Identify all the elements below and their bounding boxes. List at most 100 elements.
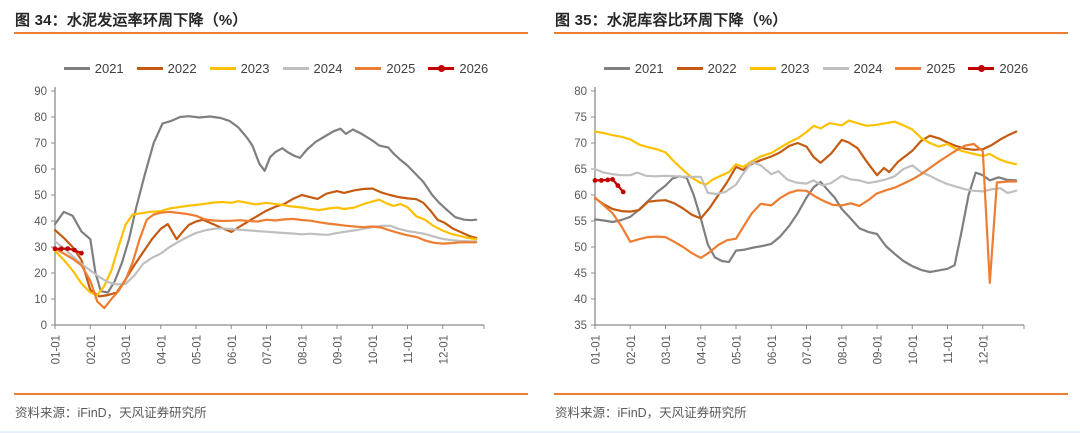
y-tick-label: 40 xyxy=(34,216,47,228)
x-tick-label: 07-01 xyxy=(802,335,814,364)
chart-panel-dispatch-rate: 图 34：水泥发运率环周下降（%） 2021 2022 2023 2024 2025 20… xyxy=(14,12,532,420)
y-tick-label: 75 xyxy=(574,112,587,124)
x-tick-label: 01-01 xyxy=(51,335,63,364)
source-note: 资料来源：iFinD，天风证券研究所 xyxy=(15,406,207,420)
series-line-2025 xyxy=(593,142,1018,284)
y-tick-label: 50 xyxy=(34,190,47,202)
page-bottom-edge xyxy=(0,431,1080,433)
legend-swatch-icon xyxy=(63,67,90,70)
y-tick-label: 55 xyxy=(574,216,587,228)
series-marker-2026 xyxy=(65,246,71,252)
x-tick-label: 09-01 xyxy=(873,335,885,364)
x-tick-label: 04-01 xyxy=(156,335,168,364)
series-line-2022 xyxy=(53,187,478,298)
series-marker-2026 xyxy=(58,246,64,252)
x-tick-label: 08-01 xyxy=(297,335,309,364)
y-tick-label: 60 xyxy=(574,190,587,202)
y-tick-label: 60 xyxy=(34,164,47,176)
y-tick-label: 10 xyxy=(34,294,47,306)
y-tick-label: 80 xyxy=(34,112,47,124)
x-tick-label: 01-01 xyxy=(591,335,603,364)
chart-panel-storage-ratio: 图 35：水泥库容比环周下降（%） 2021 2022 2023 2024 2025 20… xyxy=(540,0,1080,433)
chart-title: 图 35：水泥库容比环周下降（%） xyxy=(555,12,788,29)
legend-item-2026: 2026 xyxy=(428,61,488,76)
series-marker-2026 xyxy=(605,177,611,183)
series-marker-2026 xyxy=(615,183,621,188)
legend-swatch-icon xyxy=(603,67,630,70)
x-tick-label: 07-01 xyxy=(262,335,274,364)
x-tick-label: 12-01 xyxy=(978,335,990,364)
legend-swatch-icon xyxy=(209,67,236,70)
legend-swatch-icon xyxy=(136,67,163,70)
legend-swatch-icon xyxy=(895,67,922,70)
source-note: 资料来源：iFinD，天风证券研究所 xyxy=(555,406,747,420)
x-tick-label: 06-01 xyxy=(227,335,239,364)
legend-label: 2022 xyxy=(707,61,737,76)
legend-swatch-icon xyxy=(282,67,309,70)
series-line-2024 xyxy=(593,161,1018,196)
y-tick-label: 40 xyxy=(574,294,587,306)
x-tick-label: 05-01 xyxy=(192,335,204,364)
legend-label: 2021 xyxy=(94,61,124,76)
x-tick-label: 05-01 xyxy=(732,335,744,364)
y-tick-label: 70 xyxy=(574,138,587,150)
series-line-2024 xyxy=(53,224,478,286)
x-tick-label: 10-01 xyxy=(368,335,380,364)
legend-swatch-icon xyxy=(749,67,776,70)
legend-swatch-icon xyxy=(968,65,995,72)
series-marker-2026 xyxy=(52,246,58,252)
legend-item-2021: 2021 xyxy=(63,61,124,76)
series-line-2025 xyxy=(53,210,478,310)
legend-item-2024: 2024 xyxy=(822,61,883,76)
legend-item-2022: 2022 xyxy=(676,61,737,76)
x-tick-label: 06-01 xyxy=(767,335,779,364)
series-line-2021 xyxy=(593,171,1018,274)
chart-legend: 2021 2022 2023 2024 2025 2026 xyxy=(20,61,532,76)
series-marker-2026 xyxy=(610,177,615,182)
legend-marker-dot-icon xyxy=(978,65,986,72)
x-tick-label: 11-01 xyxy=(403,335,415,364)
legend-swatch-icon xyxy=(428,65,455,72)
series-marker-2026 xyxy=(620,189,626,195)
x-tick-label: 03-01 xyxy=(121,335,133,364)
x-tick-label: 02-01 xyxy=(86,335,98,364)
legend-item-2025: 2025 xyxy=(895,61,955,76)
legend-label: 2026 xyxy=(999,61,1029,76)
series-line-2022 xyxy=(593,130,1018,220)
series-marker-2026 xyxy=(598,178,604,183)
legend-item-2025: 2025 xyxy=(355,61,415,76)
series-line-2021 xyxy=(53,115,478,294)
y-tick-label: 20 xyxy=(34,268,47,280)
x-tick-label: 04-01 xyxy=(696,335,708,364)
y-tick-label: 70 xyxy=(34,138,47,150)
legend-swatch-icon xyxy=(676,67,703,70)
source-divider xyxy=(14,393,528,395)
legend-label: 2021 xyxy=(634,61,664,76)
chart-title: 图 34：水泥发运率环周下降（%） xyxy=(15,12,248,29)
x-tick-label: 02-01 xyxy=(626,335,638,364)
legend-label: 2024 xyxy=(313,61,343,76)
title-underline xyxy=(554,32,1068,34)
y-tick-label: 0 xyxy=(41,320,47,332)
legend-label: 2023 xyxy=(780,61,810,76)
legend-label: 2025 xyxy=(386,61,416,76)
x-tick-label: 11-01 xyxy=(943,335,955,364)
y-tick-label: 35 xyxy=(574,320,587,332)
y-tick-label: 65 xyxy=(574,164,587,176)
x-tick-label: 12-01 xyxy=(438,335,450,364)
x-tick-label: 09-01 xyxy=(333,335,345,364)
x-tick-label: 08-01 xyxy=(837,335,849,364)
legend-item-2023: 2023 xyxy=(209,61,270,76)
y-tick-label: 30 xyxy=(34,242,47,254)
series-marker-2026 xyxy=(79,250,84,256)
x-tick-label: 03-01 xyxy=(661,335,673,364)
source-divider xyxy=(554,393,1068,395)
legend-label: 2022 xyxy=(167,61,197,76)
series-line-2023 xyxy=(593,119,1018,186)
line-chart-dispatch-rate: 0 10 20 30 40 50 60 70 80 90 01-01 02-01 03-01 04-01 0… xyxy=(34,86,485,364)
legend-label: 2024 xyxy=(853,61,883,76)
series-line-2023 xyxy=(53,198,478,297)
y-tick-label: 45 xyxy=(574,268,587,280)
y-tick-label: 80 xyxy=(574,86,587,98)
